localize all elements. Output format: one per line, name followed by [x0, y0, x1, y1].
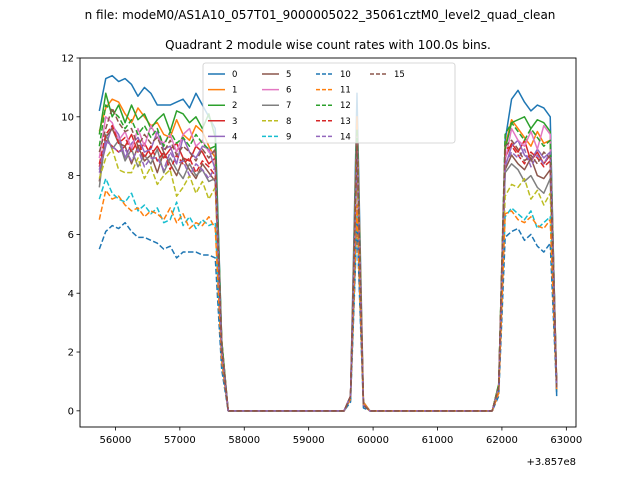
y-tick-label: 4 — [68, 289, 74, 300]
legend-label-6: 6 — [286, 86, 291, 96]
legend-label-4: 4 — [232, 132, 237, 142]
y-axis: 0 2 4 6 8 10 12 — [61, 54, 80, 417]
legend-label-0: 0 — [232, 70, 237, 80]
y-tick-label: 8 — [68, 171, 74, 182]
x-tick-label: 63000 — [550, 435, 582, 446]
y-tick-label: 0 — [68, 406, 74, 417]
y-tick-label: 6 — [68, 230, 74, 241]
x-tick-label: 57000 — [164, 435, 196, 446]
y-tick-label: 10 — [61, 112, 74, 123]
series-line-15 — [98, 107, 558, 412]
legend-label-10: 10 — [340, 70, 351, 80]
legend-label-11: 11 — [340, 86, 351, 96]
x-tick-label: 56000 — [100, 435, 132, 446]
y-tick-label: 2 — [68, 348, 74, 359]
figure-suptitle: n file: modeM0/AS1A10_057T01_9000005022_… — [85, 8, 556, 22]
legend-label-8: 8 — [286, 117, 291, 127]
legend-label-14: 14 — [340, 132, 351, 142]
legend-label-9: 9 — [286, 132, 291, 142]
legend-label-3: 3 — [232, 117, 237, 127]
series-layer — [98, 74, 558, 412]
x-tick-label: 60000 — [357, 435, 389, 446]
legend-label-5: 5 — [286, 70, 291, 80]
x-tick-label: 62000 — [486, 435, 518, 446]
legend-label-7: 7 — [286, 101, 291, 111]
legend-box — [202, 62, 456, 144]
legend-label-13: 13 — [340, 117, 351, 127]
y-tick-label: 12 — [61, 54, 74, 65]
plot-frame — [79, 57, 577, 428]
series-line-11 — [98, 189, 558, 412]
chart-title: Quadrant 2 module wise count rates with … — [165, 38, 491, 52]
legend-label-15: 15 — [394, 70, 405, 80]
x-axis: 56000 57000 58000 59000 60000 61000 62000 63000 — [100, 427, 582, 446]
legend-label-12: 12 — [340, 101, 351, 111]
x-tick-label: 59000 — [293, 435, 325, 446]
x-tick-label: 58000 — [228, 435, 260, 446]
x-tick-label: 61000 — [422, 435, 454, 446]
legend-label-2: 2 — [232, 101, 237, 111]
x-axis-offset-label: +3.857e8 — [526, 457, 576, 468]
legend-label-1: 1 — [232, 86, 237, 96]
